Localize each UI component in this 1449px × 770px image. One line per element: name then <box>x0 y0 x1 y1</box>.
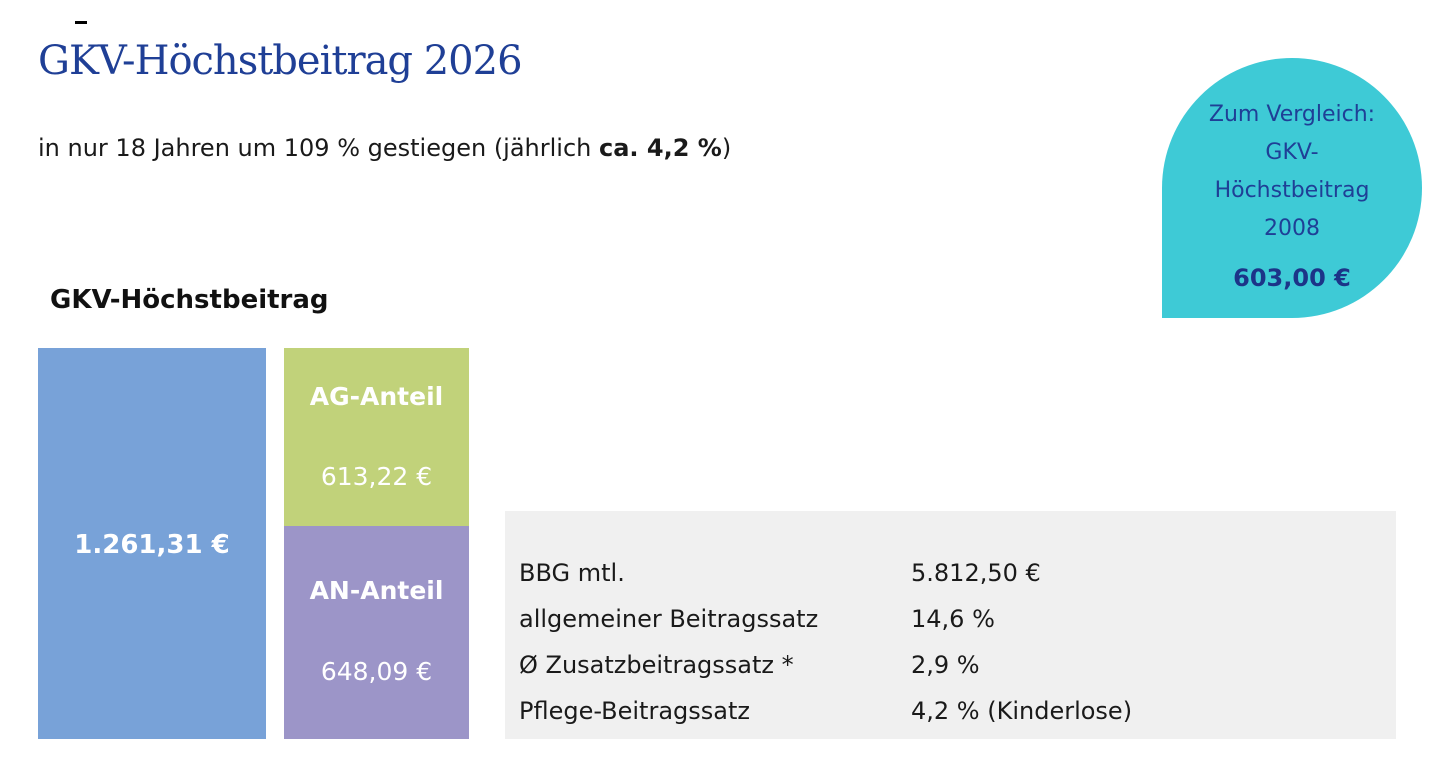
info-value: 14,6 % <box>911 605 995 633</box>
comparison-line-3: Höchstbeitrag <box>1214 178 1370 203</box>
page-title: GKV-Höchstbeitrag 2026 <box>38 38 523 84</box>
comparison-text: Zum Vergleich: GKV- Höchstbeitrag 2008 <box>1209 96 1375 248</box>
employer-share-segment: AG-Anteil 613,22 € <box>284 348 469 526</box>
info-label: BBG mtl. <box>519 559 625 587</box>
info-label: Pflege-Beitragssatz <box>519 697 750 725</box>
employee-share-segment: AN-Anteil 648,09 € <box>284 526 469 739</box>
info-value: 2,9 % <box>911 651 980 679</box>
total-contribution-value: 1.261,31 € <box>74 530 230 560</box>
comparison-bubble: Zum Vergleich: GKV- Höchstbeitrag 2008 6… <box>1162 58 1422 318</box>
employer-share-value: 613,22 € <box>320 462 433 491</box>
employer-share-label: AG-Anteil <box>309 382 444 411</box>
employee-share-value: 648,09 € <box>320 657 433 686</box>
comparison-line-2: GKV- <box>1265 140 1319 165</box>
decorative-dash <box>75 21 87 24</box>
section-title: GKV-Höchstbeitrag <box>50 285 329 315</box>
info-table: BBG mtl. 5.812,50 € allgemeiner Beitrags… <box>505 511 1396 739</box>
info-value: 5.812,50 € <box>911 559 1041 587</box>
comparison-amount: 603,00 € <box>1233 264 1351 292</box>
subtitle-text: in nur 18 Jahren um 109 % gestiegen (jäh… <box>38 134 599 162</box>
comparison-line-1: Zum Vergleich: <box>1208 102 1376 127</box>
info-value: 4,2 % (Kinderlose) <box>911 697 1133 725</box>
info-label: allgemeiner Beitragssatz <box>519 605 819 633</box>
subtitle-suffix: ) <box>721 134 732 162</box>
employee-share-label: AN-Anteil <box>309 576 444 605</box>
subtitle: in nur 18 Jahren um 109 % gestiegen (jäh… <box>38 134 731 162</box>
info-label: Ø Zusatzbeitragssatz * <box>519 651 794 679</box>
total-contribution-bar: 1.261,31 € <box>38 348 266 739</box>
subtitle-emphasis: ca. 4,2 % <box>599 134 722 162</box>
contribution-split-bar: AG-Anteil 613,22 € AN-Anteil 648,09 € <box>284 348 469 739</box>
comparison-line-4: 2008 <box>1264 216 1320 241</box>
